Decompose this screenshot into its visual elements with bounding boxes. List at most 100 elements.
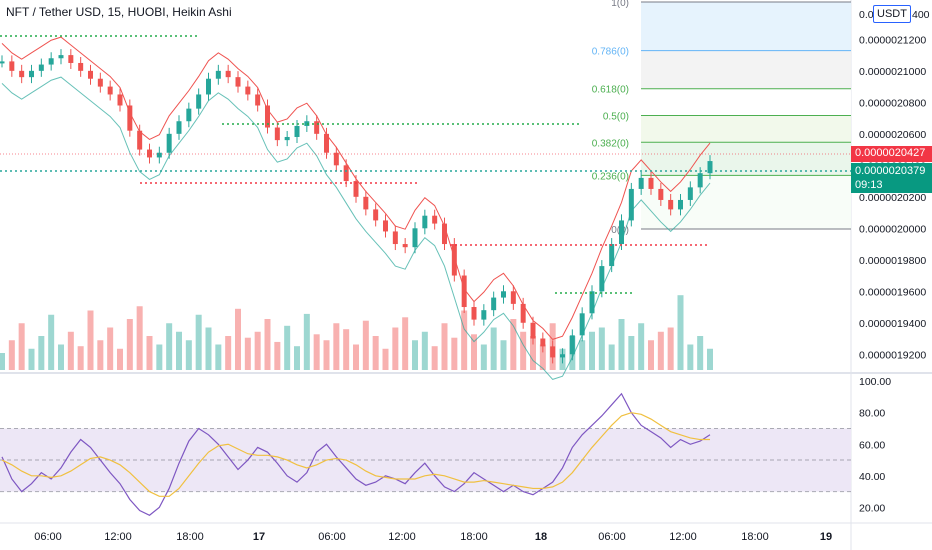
currency-button[interactable]: USDT — [873, 5, 911, 23]
volume-bar — [520, 331, 527, 370]
volume-bar — [667, 327, 674, 370]
candle-body — [392, 231, 398, 245]
candle-body — [550, 346, 556, 358]
volume-bar — [392, 327, 399, 370]
candle-body — [147, 149, 152, 158]
candle-body — [19, 70, 25, 78]
volume-bar — [461, 310, 468, 370]
time-tick-label: 06:00 — [598, 531, 626, 543]
time-tick-label: 12:00 — [104, 531, 132, 543]
candle-body — [491, 297, 497, 311]
volume-bar — [451, 337, 458, 370]
volume-bar — [362, 320, 369, 370]
price-tick-label: 0.0000021000 — [859, 66, 926, 78]
volume-bar — [323, 340, 330, 370]
candle-body — [579, 313, 585, 336]
candle-body — [107, 86, 113, 95]
candle-body — [471, 307, 477, 320]
candle-body — [658, 188, 664, 200]
candle-body — [569, 335, 575, 355]
volume-bar — [48, 314, 55, 370]
ask-price-box — [851, 163, 932, 193]
volume-bar — [264, 319, 271, 370]
volume-bar — [185, 340, 192, 370]
fib-zone — [641, 115, 851, 143]
rsi-tick-label: 80.00 — [859, 408, 885, 420]
volume-bar — [471, 334, 477, 370]
fib-level-label: 0.618(0) — [592, 85, 629, 96]
candle-body — [402, 244, 408, 248]
time-tick-label: 18:00 — [176, 531, 204, 543]
volume-bar — [372, 336, 379, 370]
candle-body — [353, 181, 359, 197]
time-tick-label: 17 — [253, 531, 265, 543]
volume-bar — [657, 331, 664, 370]
rsi-tick-label: 60.00 — [859, 439, 885, 451]
volume-bar — [244, 337, 251, 370]
volume-bar — [284, 325, 291, 370]
candle-body — [97, 78, 103, 87]
candle-body — [560, 354, 565, 358]
price-tick-label: 0.0000020200 — [859, 192, 926, 204]
volume-bar — [539, 344, 546, 370]
volume-bar — [176, 331, 182, 370]
candle-body — [0, 61, 5, 64]
candle-body — [78, 62, 84, 71]
volume-bar — [0, 353, 5, 370]
candle-body — [117, 94, 123, 106]
candle-body — [648, 177, 654, 189]
candle-body — [530, 322, 536, 339]
candle-body — [294, 125, 300, 137]
time-tick-label: 06:00 — [34, 531, 62, 543]
candle-body — [678, 199, 683, 210]
volume-bar — [313, 334, 320, 370]
volume-bar — [343, 329, 350, 370]
ask-price-label: 0.0000020379 — [855, 165, 926, 177]
volume-bar — [598, 327, 605, 370]
volume-bar — [166, 323, 173, 370]
rsi-line — [1, 392, 711, 516]
fib-level-label: 0.236(0) — [592, 171, 629, 182]
volume-bar — [500, 340, 507, 370]
volume-bar — [628, 336, 635, 370]
time-tick-label: 19 — [820, 531, 832, 543]
volume-bar — [67, 331, 74, 370]
rsi-tick-label: 40.00 — [859, 471, 885, 483]
price-tick-label: 0.0000020000 — [859, 223, 926, 235]
fib-zone — [641, 175, 851, 229]
candle-body — [9, 61, 15, 71]
time-tick-label: 18:00 — [460, 531, 488, 543]
volume-bar — [215, 344, 222, 370]
candle-body — [432, 215, 438, 224]
volume-bar — [205, 327, 212, 370]
volume-bar — [510, 319, 517, 370]
candle-body — [628, 188, 634, 221]
candle-body — [373, 209, 379, 221]
candle-body — [274, 127, 280, 141]
candle-body — [599, 266, 605, 292]
volume-bar — [353, 344, 359, 370]
candle-body — [638, 177, 644, 189]
price-tick-label-top-end: 400 — [912, 9, 930, 21]
candle-body — [687, 187, 693, 200]
candle-body — [48, 58, 54, 65]
candle-body — [88, 70, 93, 79]
fib-level-label: 0.382(0) — [592, 138, 629, 149]
candle-body — [176, 121, 182, 134]
volume-bar — [146, 336, 153, 370]
volume-bar — [618, 319, 625, 370]
price-tick-label: 0.0000020600 — [859, 129, 926, 141]
volume-bar — [87, 310, 94, 370]
volume-bar — [136, 306, 143, 370]
price-tick-label-top: 0.0 — [859, 9, 874, 21]
volume-bar — [382, 348, 389, 370]
volume-bar — [589, 331, 595, 370]
volume-bar — [274, 341, 281, 370]
volume-bar — [579, 340, 586, 370]
fib-level-label: 1(0) — [611, 0, 629, 9]
volume-bar — [608, 344, 615, 370]
candle-body — [707, 161, 713, 174]
current-price-label: 0.0000020427 — [855, 147, 926, 159]
fib-zone — [641, 50, 851, 89]
